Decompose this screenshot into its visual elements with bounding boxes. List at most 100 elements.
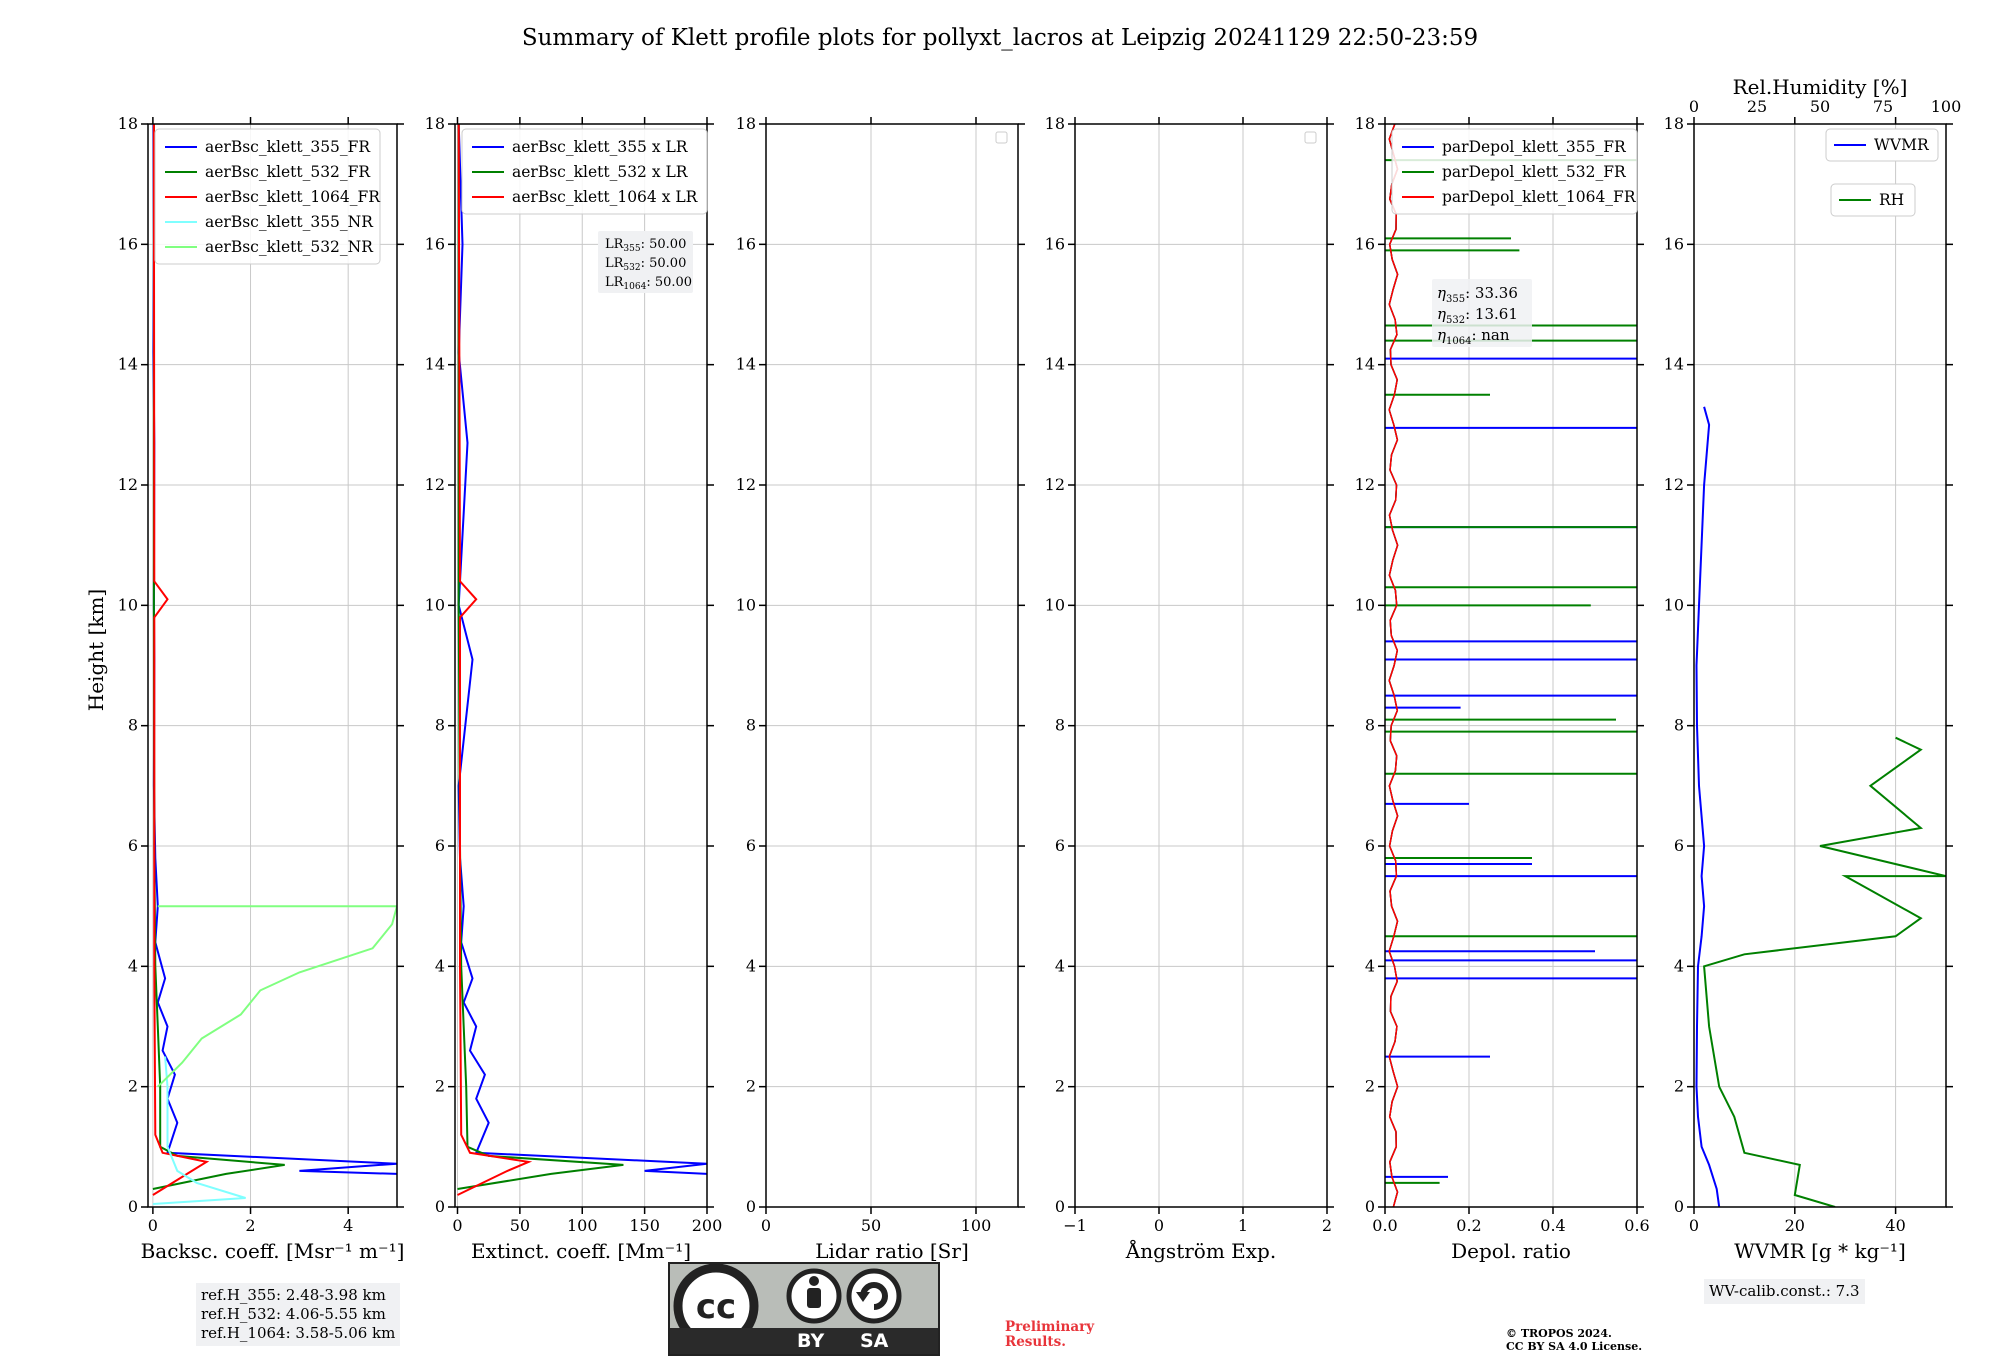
axes-frame xyxy=(1074,123,1328,1208)
cc-icons: cc xyxy=(673,1264,902,1330)
y-tick-label: 10 xyxy=(1355,595,1375,614)
sa-arrow xyxy=(860,1282,888,1310)
x-tick-label: 0.0 xyxy=(1372,1216,1397,1235)
y-tick-label: 18 xyxy=(736,114,756,133)
x-axis-label: Depol. ratio xyxy=(1451,1239,1571,1263)
series-line-WVMR xyxy=(1695,406,1721,1207)
y-tick-label: 6 xyxy=(435,836,445,855)
y-tick-label: 14 xyxy=(1664,355,1684,374)
panel-dep: 0 2 4 6 8 10 12 14 16 18 0.0 0.2 0.4 0.6 Depol. ratio p… xyxy=(1355,114,1650,1263)
wv-calib-const: WV-calib.const.: 7.3 xyxy=(1709,1282,1860,1300)
lr-label: LR xyxy=(605,275,625,290)
top-tick-label: 50 xyxy=(1810,97,1830,116)
y-tick-label: 16 xyxy=(1045,234,1065,253)
axes-frame xyxy=(765,123,1019,1208)
x-tick-label: 0.6 xyxy=(1624,1216,1649,1235)
y-tick-label: 2 xyxy=(128,1077,138,1096)
legend-box xyxy=(1825,128,1939,162)
cc-license-badge: cc BY SA xyxy=(668,1262,940,1356)
y-tick-label: 6 xyxy=(128,836,138,855)
lr-value: : 50.00 xyxy=(641,237,687,252)
y-tick-label: 8 xyxy=(746,716,756,735)
lr-value: : 50.00 xyxy=(646,275,692,290)
empty-legend-box xyxy=(1304,131,1317,144)
y-tick-label: 4 xyxy=(746,956,756,975)
x-tick-label: 150 xyxy=(629,1216,660,1235)
y-tick-label: 0 xyxy=(1055,1197,1065,1216)
x-tick-label: 4 xyxy=(343,1216,353,1235)
plot-area xyxy=(1695,406,1946,1207)
eta-annotation-line: η355: 33.36 xyxy=(1437,284,1518,305)
eta-value: : 33.36 xyxy=(1465,284,1518,302)
eta-sub: 355 xyxy=(1446,294,1465,305)
y-tick-label: 4 xyxy=(128,956,138,975)
eta-annotation-box xyxy=(1432,279,1532,347)
y-tick-label: 4 xyxy=(1365,956,1375,975)
legend-label: WVMR xyxy=(1874,136,1930,154)
y-tick-label: 18 xyxy=(1045,114,1065,133)
wv-calib-info: WV-calib.const.: 7.3 xyxy=(1704,1279,1865,1304)
x-axis-label: Lidar ratio [Sr] xyxy=(815,1239,969,1263)
x-tick-label: −1 xyxy=(1063,1216,1087,1235)
baseline-parDepol_klett_1064_FR xyxy=(1388,124,1399,1207)
y-tick-label: 10 xyxy=(736,595,756,614)
legend-label: aerBsc_klett_355_NR xyxy=(205,213,374,231)
top-tick-label: 25 xyxy=(1747,97,1767,116)
copyright-line-1: © TROPOS 2024. xyxy=(1506,1327,1612,1340)
y-tick-label: 16 xyxy=(1664,234,1684,253)
y-tick-label: 4 xyxy=(435,956,445,975)
plot-area xyxy=(457,124,707,1196)
x-tick-label: 40 xyxy=(1885,1216,1905,1235)
y-tick-label: 6 xyxy=(1365,836,1375,855)
panel-bsc: 0 2 4 6 8 10 12 14 16 18 0 2 4 Backsc. coeff. [Msr⁻¹ … xyxy=(118,114,405,1263)
panel-wv: 0 2 4 6 8 10 12 14 16 18 0 20 40 WVMR [g * kg⁻¹] 0 25 50… xyxy=(1664,75,1962,1263)
y-tick-label: 14 xyxy=(736,355,756,374)
figure-title: Summary of Klett profile plots for polly… xyxy=(522,25,1478,51)
by-person-body xyxy=(807,1288,821,1308)
legend-label: RH xyxy=(1879,191,1904,209)
axes-frame xyxy=(454,123,708,1208)
y-tick-label: 10 xyxy=(118,595,138,614)
eta-sub: 532 xyxy=(1446,315,1465,326)
legend-box xyxy=(1391,128,1638,215)
lr-sub: 1064 xyxy=(623,282,646,292)
y-tick-label: 16 xyxy=(736,234,756,253)
legend-label: parDepol_klett_355_FR xyxy=(1442,138,1627,156)
series-line-aerBsc_klett_355 x LR xyxy=(457,124,707,1175)
eta-annotation-line: η1064: nan xyxy=(1437,326,1510,347)
series-line-aerBsc_klett_355_NR xyxy=(152,1056,246,1205)
y-tick-label: 14 xyxy=(1045,355,1065,374)
y-tick-label: 8 xyxy=(1674,716,1684,735)
series-line-aerBsc_klett_532_FR xyxy=(152,124,285,1190)
copyright-line-2: CC BY SA 4.0 License. xyxy=(1506,1340,1643,1353)
y-tick-label: 2 xyxy=(1365,1077,1375,1096)
cc-icon xyxy=(673,1264,759,1330)
y-tick-label: 12 xyxy=(118,475,138,494)
y-tick-label: 6 xyxy=(1055,836,1065,855)
y-tick-label: 12 xyxy=(736,475,756,494)
lr-annotation-line: LR1064: 50.00 xyxy=(605,275,692,292)
x-tick-label: 1 xyxy=(1238,1216,1248,1235)
x-axis-label: Extinct. coeff. [Mm⁻¹] xyxy=(471,1239,691,1263)
y-tick-label: 6 xyxy=(746,836,756,855)
y-tick-label: 14 xyxy=(118,355,138,374)
eta-sub: 1064 xyxy=(1446,336,1471,347)
axes-frame xyxy=(1693,123,1947,1208)
x-tick-label: 0 xyxy=(1154,1216,1164,1235)
x-tick-label: 0.4 xyxy=(1540,1216,1565,1235)
y-tick-label: 4 xyxy=(1674,956,1684,975)
y-tick-label: 4 xyxy=(1055,956,1065,975)
series-line-RH xyxy=(1703,736,1946,1207)
y-tick-label: 12 xyxy=(1664,475,1684,494)
y-tick-label: 12 xyxy=(1045,475,1065,494)
y-tick-label: 0 xyxy=(1674,1197,1684,1216)
y-tick-label: 18 xyxy=(1664,114,1684,133)
lr-annotation-box xyxy=(598,231,693,293)
eta-label: η xyxy=(1437,326,1446,344)
cc-bottom-bar: BY SA xyxy=(670,1328,938,1354)
y-tick-label: 14 xyxy=(1355,355,1375,374)
y-tick-label: 2 xyxy=(435,1077,445,1096)
top-tick-label: 100 xyxy=(1931,97,1962,116)
